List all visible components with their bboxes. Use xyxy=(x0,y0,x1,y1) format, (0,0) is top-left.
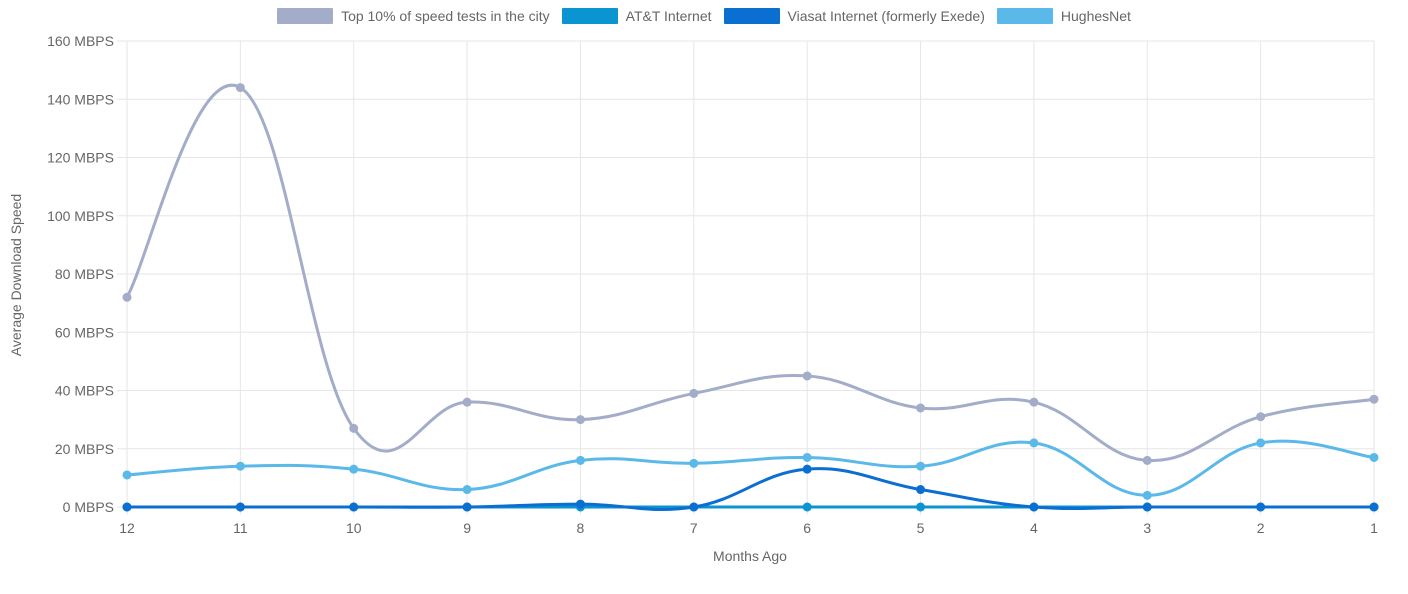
series-line-0 xyxy=(125,83,1375,462)
data-point-0-2 xyxy=(349,423,359,433)
legend-swatch-att xyxy=(561,8,618,24)
data-point-0-7 xyxy=(916,403,926,413)
x-tick-label: 10 xyxy=(346,520,362,536)
data-point-3-11 xyxy=(1369,452,1379,462)
data-point-3-6 xyxy=(802,452,812,462)
data-point-3-3 xyxy=(462,485,472,495)
data-point-2-10 xyxy=(1256,502,1266,512)
data-point-0-4 xyxy=(575,415,585,425)
legend-label-hughesnet: HughesNet xyxy=(1060,8,1131,24)
data-point-3-8 xyxy=(1029,438,1039,448)
data-point-2-9 xyxy=(1142,502,1152,512)
y-tick-label: 120 MBPS xyxy=(47,150,114,166)
data-point-3-10 xyxy=(1256,438,1266,448)
x-tick-label: 11 xyxy=(233,520,248,536)
data-point-2-5 xyxy=(689,502,699,512)
x-axis-title: Months Ago xyxy=(713,548,787,564)
data-point-3-2 xyxy=(349,464,359,474)
data-point-3-1 xyxy=(235,461,245,471)
data-point-0-0 xyxy=(122,292,132,302)
data-point-2-11 xyxy=(1369,502,1379,512)
x-tick-label: 5 xyxy=(917,520,925,536)
legend-item-viasat[interactable]: Viasat Internet (formerly Exede) xyxy=(723,8,985,24)
data-point-0-9 xyxy=(1142,455,1152,465)
legend-label-viasat: Viasat Internet (formerly Exede) xyxy=(787,8,985,24)
data-point-0-10 xyxy=(1256,412,1266,422)
x-tick-label: 9 xyxy=(463,520,471,536)
series-line-2 xyxy=(126,467,1375,511)
data-point-2-0 xyxy=(122,502,132,512)
y-tick-label: 60 MBPS xyxy=(55,324,114,340)
y-tick-label: 0 MBPS xyxy=(63,499,114,515)
y-tick-label: 160 MBPS xyxy=(47,33,114,49)
legend-label-top10: Top 10% of speed tests in the city xyxy=(341,8,550,24)
data-point-3-9 xyxy=(1142,490,1152,500)
data-point-0-3 xyxy=(462,397,472,407)
x-tick-label: 4 xyxy=(1030,520,1038,536)
data-point-3-4 xyxy=(575,455,585,465)
y-tick-label: 20 MBPS xyxy=(55,441,114,457)
y-tick-label: 100 MBPS xyxy=(47,208,114,224)
x-tick-label: 1 xyxy=(1370,520,1378,536)
x-tick-label: 12 xyxy=(119,520,135,536)
y-tick-label: 40 MBPS xyxy=(55,383,114,399)
x-tick-label: 7 xyxy=(690,520,698,536)
legend-swatch-viasat xyxy=(723,8,780,24)
data-point-3-0 xyxy=(122,470,132,480)
data-point-1-7 xyxy=(916,502,926,512)
data-point-0-6 xyxy=(802,371,812,381)
data-point-2-7 xyxy=(916,485,926,495)
legend-swatch-top10 xyxy=(277,8,334,24)
data-point-2-1 xyxy=(235,502,245,512)
x-tick-label: 2 xyxy=(1257,520,1265,536)
data-point-2-3 xyxy=(462,502,472,512)
chart-legend: Top 10% of speed tests in the city AT&T … xyxy=(0,8,1408,24)
data-point-2-8 xyxy=(1029,502,1039,512)
x-tick-label: 8 xyxy=(577,520,585,536)
series-line-3 xyxy=(126,439,1375,497)
data-point-2-6 xyxy=(802,464,812,474)
data-point-2-4 xyxy=(575,499,585,509)
data-point-0-8 xyxy=(1029,397,1039,407)
data-point-3-7 xyxy=(916,461,926,471)
y-tick-label: 80 MBPS xyxy=(55,266,114,282)
data-point-0-5 xyxy=(689,388,699,398)
y-axis-title: Average Download Speed xyxy=(8,193,24,357)
x-tick-label: 3 xyxy=(1143,520,1151,536)
legend-item-hughesnet[interactable]: HughesNet xyxy=(996,8,1131,24)
legend-label-att: AT&T Internet xyxy=(625,8,712,24)
data-point-1-6 xyxy=(802,502,812,512)
y-tick-label: 140 MBPS xyxy=(47,91,114,107)
data-point-2-2 xyxy=(349,502,359,512)
data-point-0-11 xyxy=(1369,394,1379,404)
legend-item-top10[interactable]: Top 10% of speed tests in the city xyxy=(277,8,550,24)
legend-item-att[interactable]: AT&T Internet xyxy=(561,8,712,24)
x-tick-label: 6 xyxy=(803,520,811,536)
legend-swatch-hughesnet xyxy=(996,8,1053,24)
data-point-0-1 xyxy=(235,83,245,93)
data-point-3-5 xyxy=(689,458,699,468)
